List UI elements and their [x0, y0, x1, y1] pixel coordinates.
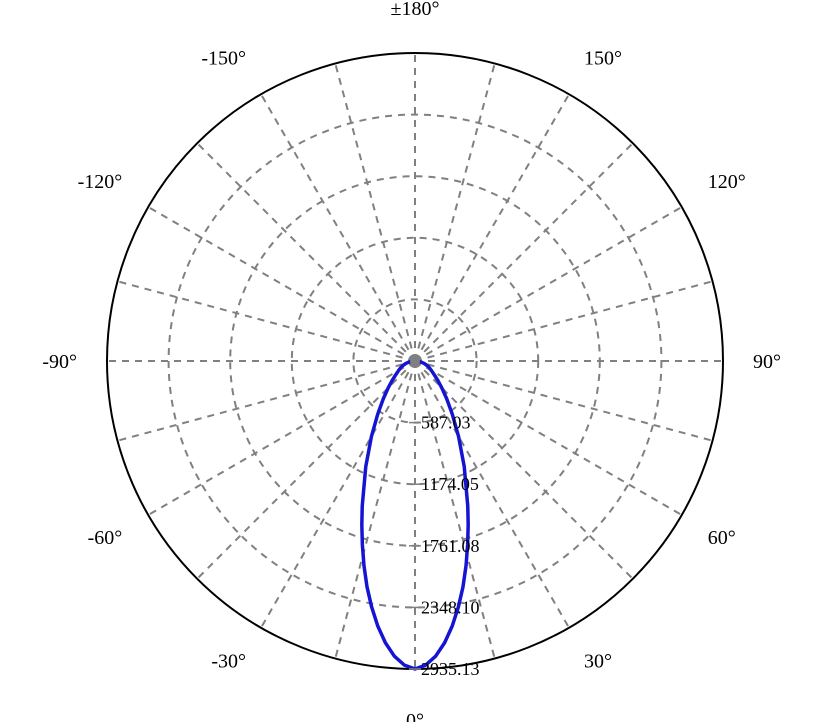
angle-label: -120° [78, 171, 123, 193]
polar-svg: 587.03 1174.05 1761.08 2348.10 2935.13 0° 30° 6… [0, 0, 830, 722]
angle-label: 0° [406, 710, 424, 722]
angle-label: -30° [211, 651, 246, 673]
radial-label: 2935.13 [421, 659, 480, 679]
angle-label: -150° [201, 47, 246, 69]
angle-label: 90° [753, 351, 781, 373]
angle-label: 150° [584, 47, 622, 69]
radial-label: 587.03 [421, 413, 471, 433]
angle-label: -60° [88, 527, 123, 549]
angle-label: ±180° [391, 0, 440, 20]
angle-label: 30° [584, 651, 612, 673]
radial-label: 1174.05 [421, 474, 479, 494]
angle-label: 60° [708, 527, 736, 549]
radial-label: 1761.08 [421, 536, 480, 556]
angle-label: 120° [708, 171, 746, 193]
radial-label: 2348.10 [421, 597, 480, 617]
angle-label: -90° [42, 351, 77, 373]
polar-chart: 587.03 1174.05 1761.08 2348.10 2935.13 0° 30° 6… [0, 0, 830, 722]
